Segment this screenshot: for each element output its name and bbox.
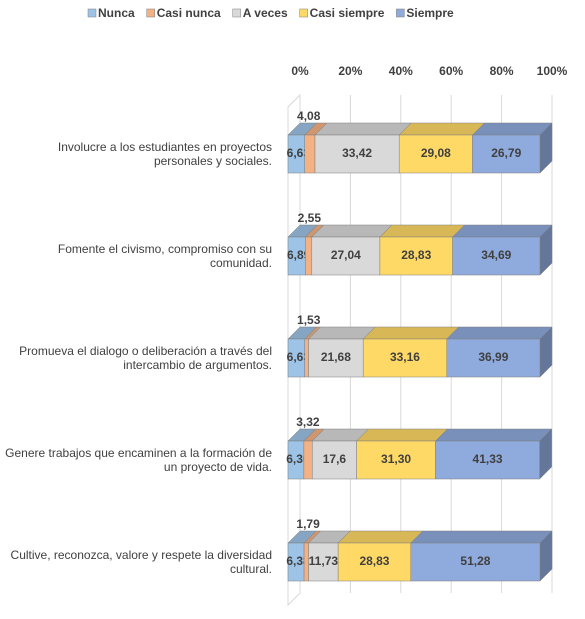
bar-face (451, 224, 553, 238)
x-tick-label: 60% (439, 64, 463, 78)
x-tick-label: 20% (338, 64, 362, 78)
x-tick-label: 0% (291, 64, 309, 78)
bar-face (452, 236, 541, 276)
legend-label: A veces (243, 6, 288, 20)
legend-swatch (299, 8, 308, 18)
legend-swatch (232, 8, 241, 18)
bar-segment (471, 122, 553, 174)
value-label: 1,53 (297, 313, 321, 327)
x-tick-label: 100% (537, 64, 568, 78)
value-label: 4,08 (297, 109, 321, 123)
value-label: 51,28 (460, 554, 490, 568)
value-label: 29,08 (421, 146, 451, 160)
bar-face (337, 530, 424, 544)
bar-face (308, 542, 339, 582)
bar-face (379, 224, 466, 238)
value-label: 31,30 (381, 452, 411, 466)
bar-segment (311, 428, 370, 480)
bar-segment (337, 530, 424, 582)
value-label: 2,55 (298, 211, 322, 225)
bar-segment (434, 428, 553, 480)
bar-face (446, 338, 541, 378)
value-label: 28,83 (359, 554, 389, 568)
bar-face (314, 122, 412, 136)
bar-face (314, 134, 400, 174)
bar-face (337, 542, 412, 582)
value-label: 6,63 (287, 146, 311, 160)
legend-swatch (146, 8, 155, 18)
value-label: 11,73 (309, 554, 339, 568)
bar-segment (362, 326, 460, 378)
legend-swatch (87, 8, 97, 18)
bar-segment (287, 224, 318, 276)
value-label: 26,79 (491, 146, 521, 160)
legend-label: Siempre (406, 6, 454, 20)
bar-segment (287, 428, 317, 480)
value-label: 17,6 (323, 452, 347, 466)
bar-face (434, 428, 553, 442)
value-label: 34,69 (481, 248, 511, 262)
value-label: 28,83 (401, 248, 431, 262)
value-label: 33,16 (390, 350, 420, 364)
bar-face (410, 530, 553, 544)
value-label: 27,04 (331, 248, 361, 262)
value-label: 36,99 (478, 350, 508, 364)
bar-segment (398, 122, 486, 174)
bar-face (446, 326, 553, 340)
bar-segment (446, 326, 553, 378)
value-label: 41,33 (473, 452, 503, 466)
bar-segment (410, 530, 553, 582)
value-label: 33,42 (342, 146, 372, 160)
legend-label: Casi nunca (157, 6, 221, 20)
bar-segment (287, 326, 318, 378)
value-label: 6,89 (287, 248, 311, 262)
value-label: 3,32 (296, 415, 320, 429)
value-label: 1,79 (296, 517, 320, 531)
value-label: 21,68 (321, 350, 351, 364)
category-label: Involucre a los estudiantes en proyectos… (57, 140, 272, 168)
bar-face (355, 428, 449, 442)
bar-face (362, 326, 460, 340)
bar-face (305, 236, 313, 276)
bar-face (379, 236, 453, 276)
bar-face (398, 122, 486, 136)
bar-face (304, 338, 309, 378)
value-label: 6,63 (287, 350, 311, 364)
bar-face (311, 224, 393, 238)
legend-label: Casi siempre (310, 6, 385, 20)
legend-swatch (396, 8, 405, 18)
bar-face (311, 236, 381, 276)
legend-label: Nunca (98, 6, 135, 20)
x-tick-label: 80% (490, 64, 514, 78)
bar-face (472, 134, 541, 174)
category-label: Genere trabajos que encaminen a la forma… (5, 446, 272, 474)
category-label: Fomente el civismo, compromiso con su co… (57, 242, 272, 270)
bar-segment (314, 122, 412, 174)
bar-segment (311, 224, 393, 276)
bar-segment (451, 224, 553, 276)
bar-face (471, 122, 553, 136)
bar-segment (379, 224, 466, 276)
bar-face (435, 440, 540, 480)
bar-face (410, 542, 541, 582)
bar-face (311, 440, 357, 480)
category-label: Cultive, reconozca, valore y respete la … (10, 548, 272, 576)
x-tick-label: 40% (389, 64, 413, 78)
bar-face (303, 440, 313, 480)
bar-segment (307, 530, 351, 582)
category-label: Promueva el dialogo o deliberación a tra… (19, 344, 272, 372)
bar-face (308, 338, 364, 378)
bar-face (362, 338, 448, 378)
bar-face (304, 134, 316, 174)
